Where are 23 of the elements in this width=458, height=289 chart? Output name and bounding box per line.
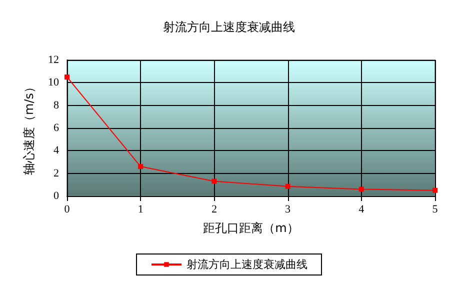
y-tick-label: 6 (54, 122, 60, 134)
legend-label: 射流方向上速度衰减曲线 (186, 258, 308, 271)
x-tick-label: 1 (138, 204, 144, 216)
point (358, 186, 364, 192)
point (285, 184, 290, 189)
chart-title: 射流方向上速度衰减曲线 (163, 20, 295, 34)
x-tick-label: 5 (432, 204, 438, 216)
point (64, 74, 70, 80)
y-tick-label: 8 (54, 99, 60, 112)
point (432, 188, 438, 193)
x-axis-title: 距孔口距离（m） (203, 221, 299, 235)
x-tick-label: 4 (358, 204, 365, 216)
y-tick-label: 12 (48, 54, 59, 66)
x-tick-label: 0 (64, 204, 70, 216)
y-tick-label: 2 (54, 167, 59, 180)
x-tick-label: 3 (285, 204, 292, 216)
y-tick-label: 10 (48, 76, 60, 89)
y-tick-label: 0 (54, 190, 60, 202)
y-tick-label: 4 (54, 144, 60, 157)
y-axis-title: 轴心速度（m/s） (22, 81, 36, 175)
point (212, 178, 217, 184)
point (138, 164, 144, 170)
x-tick-label: 2 (211, 204, 217, 216)
